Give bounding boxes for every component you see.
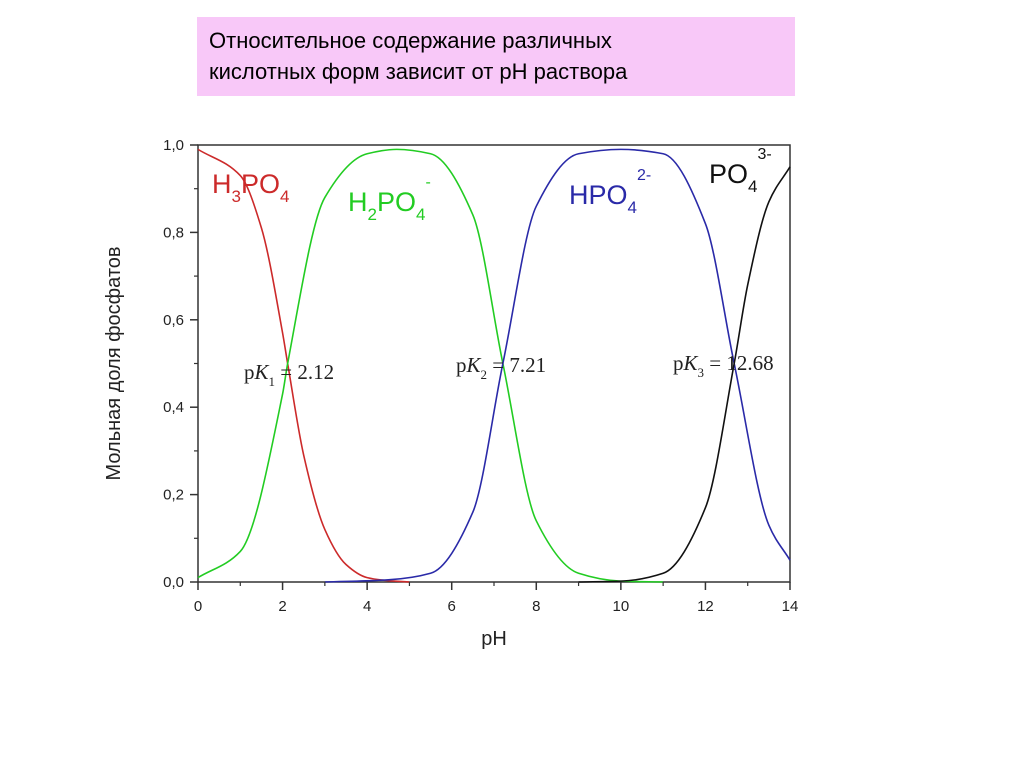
x-tick-label: 10 [613,598,630,615]
pk-subscript: 3 [698,365,705,380]
series-line-h3po4 [197,148,410,583]
x-tick-label: 12 [697,598,714,615]
species-label-hpo4: HPO42- [569,167,651,217]
phosphate-fraction-chart: 0 2 4 6 8 10 12 140,00,20,40,60,81,0 H3PO4 H2PO4… [103,137,798,650]
formula-subscript: 3 [232,187,241,206]
y-tick-label: 0,2 [163,487,184,504]
y-tick-label: 0,8 [163,224,184,241]
series-line-h2po4 [197,148,664,583]
chart-container: 0 2 4 6 8 10 12 14 0,0 0,2 0,4 0,6 0,8 1,0 H3PO4 H2PO4… [95,125,825,670]
y-tick-label: 1,0 [163,137,184,154]
pk-symbol: K [254,360,270,384]
pk-value: = 2.12 [275,360,334,384]
formula-part: PO [377,187,416,217]
pk-value: = 12.68 [704,351,774,375]
slide-title-line-2: кислотных форм зависит от pH раствора [209,59,628,84]
y-tick-label: 0,6 [163,312,184,329]
pk-annotation-1: pK1 = 2.12 [244,360,334,389]
formula-subscript: 2 [368,205,377,224]
slide-title-line-1: Относительное содержание различных [209,28,612,53]
curves-group [197,148,791,583]
x-tick-label: 6 [448,598,456,615]
pk-subscript: 2 [481,367,488,382]
x-tick-label: 2 [278,598,286,615]
y-axis-label: Мольная доля фосфатов [103,246,125,480]
slide-title-box: Относительное содержание различных кисло… [197,17,795,96]
pk-annotation-2: pK2 = 7.21 [456,353,546,382]
formula-part: H [348,187,368,217]
species-label-h2po4: H2PO4- [348,174,431,224]
formula-part: PO [241,169,280,199]
formula-superscript: 3- [757,146,771,163]
series-line-po4 [578,166,791,583]
x-tick-label: 0 [194,598,202,615]
formula-subscript: 4 [416,205,425,224]
x-tick-label: 4 [363,598,371,615]
pk-annotation-3: pK3 = 12.68 [673,351,774,380]
pk-prefix: p [673,351,684,375]
formula-part: PO [709,159,748,189]
formula-part: HPO [569,180,628,210]
formula-superscript: - [425,174,430,191]
formula-subscript: 4 [280,187,289,206]
series-line-hpo4 [324,148,791,583]
formula-part: H [212,169,232,199]
pk-symbol: K [466,353,482,377]
pk-subscript: 1 [269,374,276,389]
x-tick-label: 8 [532,598,540,615]
y-tick-label: 0,4 [163,399,184,416]
species-label-po4: PO43- [709,146,772,196]
pk-symbol: K [683,351,699,375]
pk-value: = 7.21 [487,353,546,377]
formula-subscript: 4 [748,177,757,196]
formula-superscript: 2- [637,167,651,184]
labels-group: H3PO4 H2PO4- HPO42- PO43-pK1 = 2.12 pK2 = 7.… [212,146,774,389]
pk-prefix: p [244,360,255,384]
x-axis-label: pH [481,628,507,650]
x-tick-label: 14 [782,598,799,615]
species-label-h3po4: H3PO4 [212,169,289,206]
y-tick-label: 0,0 [163,574,184,591]
pk-prefix: p [456,353,467,377]
ticks-group: 0 2 4 6 8 10 12 140,00,20,40,60,81,0 [163,137,798,615]
formula-subscript: 4 [628,198,637,217]
